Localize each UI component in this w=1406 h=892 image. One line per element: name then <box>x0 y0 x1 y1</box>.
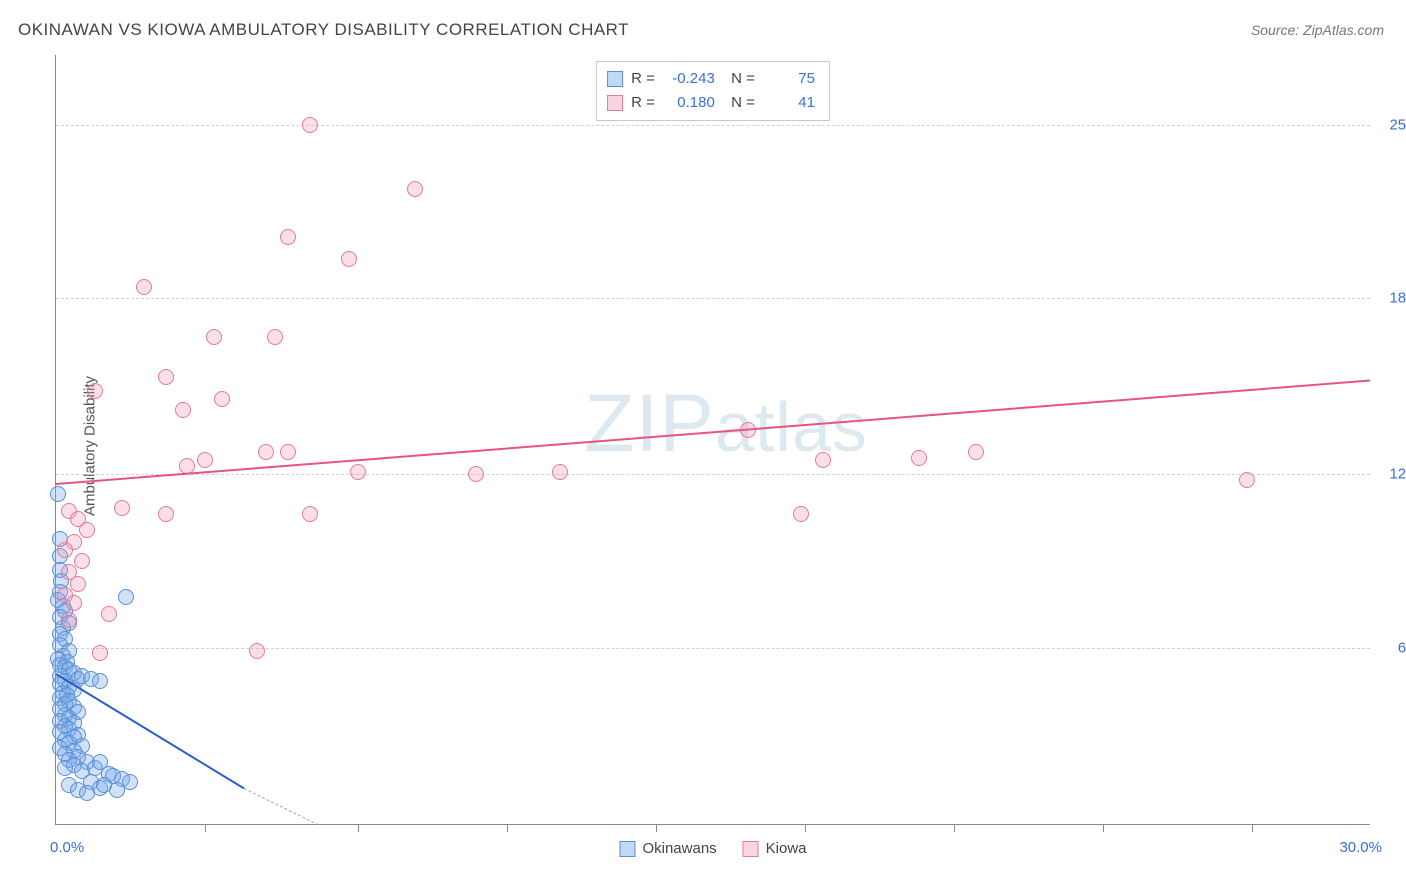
point-kiowa <box>815 452 831 468</box>
r-label: R = <box>631 91 655 115</box>
point-okinawans <box>57 760 73 776</box>
swatch-pink-icon <box>607 95 623 111</box>
y-tick-label: 25.0% <box>1376 116 1406 133</box>
legend-row-okinawans: R = -0.243 N = 75 <box>607 67 815 91</box>
scatter-plot-area: ZIPatlas R = -0.243 N = 75 R = 0.180 N =… <box>55 55 1370 825</box>
point-kiowa <box>350 464 366 480</box>
point-kiowa <box>280 229 296 245</box>
point-kiowa <box>302 117 318 133</box>
point-kiowa <box>206 329 222 345</box>
point-kiowa <box>552 464 568 480</box>
point-kiowa <box>214 391 230 407</box>
point-kiowa <box>136 279 152 295</box>
point-okinawans <box>92 754 108 770</box>
legend-label: Kiowa <box>766 840 807 857</box>
point-kiowa <box>468 466 484 482</box>
x-tick <box>1252 824 1253 832</box>
r-value-kiowa: 0.180 <box>663 91 715 115</box>
point-kiowa <box>87 383 103 399</box>
point-okinawans <box>118 589 134 605</box>
swatch-blue-icon <box>607 71 623 87</box>
trendline-kiowa <box>56 379 1370 484</box>
source-attribution: Source: ZipAtlas.com <box>1251 22 1384 38</box>
gridline-horizontal <box>56 474 1370 475</box>
point-kiowa <box>911 450 927 466</box>
point-kiowa <box>197 452 213 468</box>
point-kiowa <box>968 444 984 460</box>
chart-title: OKINAWAN VS KIOWA AMBULATORY DISABILITY … <box>18 20 629 40</box>
trendline-okinawans-dashed <box>244 788 319 825</box>
point-kiowa <box>280 444 296 460</box>
gridline-horizontal <box>56 125 1370 126</box>
point-kiowa <box>302 506 318 522</box>
x-tick <box>205 824 206 832</box>
point-okinawans <box>92 673 108 689</box>
x-tick <box>656 824 657 832</box>
point-kiowa <box>57 542 73 558</box>
n-label: N = <box>723 67 755 91</box>
n-value-kiowa: 41 <box>763 91 815 115</box>
n-value-okinawans: 75 <box>763 67 815 91</box>
x-tick <box>805 824 806 832</box>
x-tick <box>358 824 359 832</box>
y-tick-label: 6.3% <box>1376 639 1406 656</box>
x-tick <box>954 824 955 832</box>
point-okinawans <box>96 777 112 793</box>
point-kiowa <box>101 606 117 622</box>
legend-label: Okinawans <box>642 840 716 857</box>
point-kiowa <box>66 595 82 611</box>
swatch-blue-icon <box>619 841 635 857</box>
r-value-okinawans: -0.243 <box>663 67 715 91</box>
series-legend: Okinawans Kiowa <box>619 840 806 857</box>
correlation-legend: R = -0.243 N = 75 R = 0.180 N = 41 <box>596 61 830 121</box>
y-tick-label: 18.8% <box>1376 290 1406 307</box>
swatch-pink-icon <box>743 841 759 857</box>
point-kiowa <box>341 251 357 267</box>
point-kiowa <box>158 369 174 385</box>
point-kiowa <box>61 612 77 628</box>
x-tick-label-left: 0.0% <box>50 839 84 856</box>
n-label: N = <box>723 91 755 115</box>
legend-item-kiowa: Kiowa <box>743 840 807 857</box>
point-kiowa <box>267 329 283 345</box>
x-tick <box>1103 824 1104 832</box>
point-okinawans <box>79 785 95 801</box>
point-kiowa <box>1239 472 1255 488</box>
point-kiowa <box>70 576 86 592</box>
point-kiowa <box>793 506 809 522</box>
legend-item-okinawans: Okinawans <box>619 840 716 857</box>
point-kiowa <box>258 444 274 460</box>
point-kiowa <box>175 402 191 418</box>
y-tick-label: 12.5% <box>1376 466 1406 483</box>
point-kiowa <box>114 500 130 516</box>
point-kiowa <box>407 181 423 197</box>
point-okinawans <box>50 486 66 502</box>
legend-row-kiowa: R = 0.180 N = 41 <box>607 91 815 115</box>
x-tick-label-right: 30.0% <box>1339 839 1382 856</box>
r-label: R = <box>631 67 655 91</box>
point-kiowa <box>249 643 265 659</box>
gridline-horizontal <box>56 298 1370 299</box>
x-tick <box>507 824 508 832</box>
point-kiowa <box>74 553 90 569</box>
point-kiowa <box>79 522 95 538</box>
point-kiowa <box>158 506 174 522</box>
point-kiowa <box>92 645 108 661</box>
